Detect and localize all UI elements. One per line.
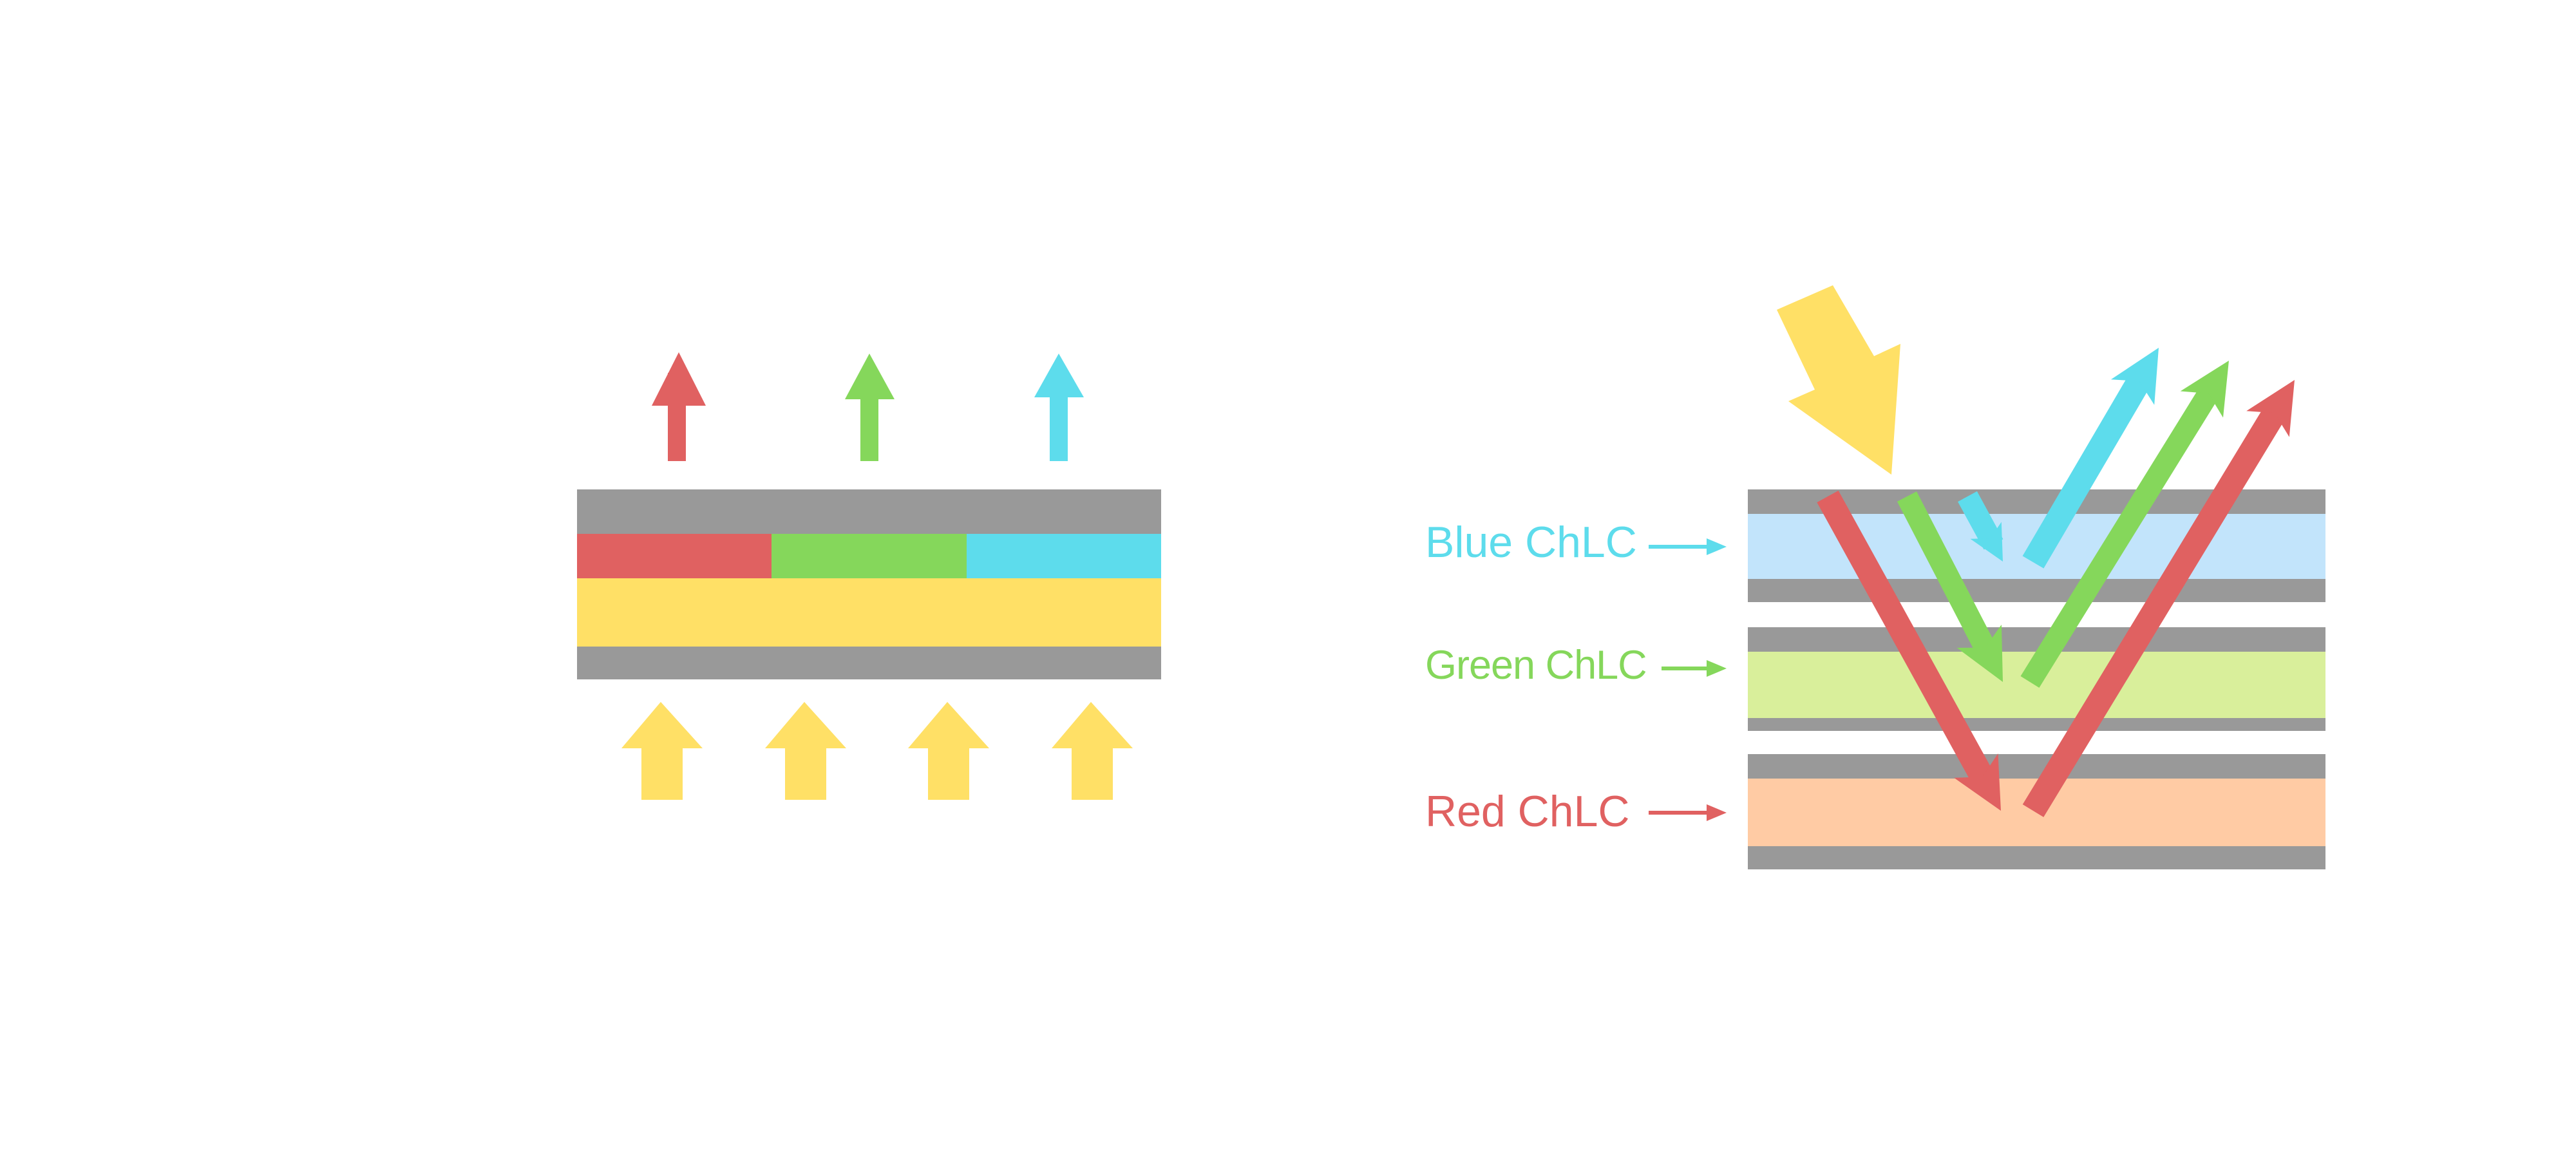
svg-text:Green ChLC: Green ChLC xyxy=(1425,643,1647,688)
svg-text:Red ChLC: Red ChLC xyxy=(1425,787,1630,836)
svg-text:Blue ChLC: Blue ChLC xyxy=(1425,518,1637,567)
